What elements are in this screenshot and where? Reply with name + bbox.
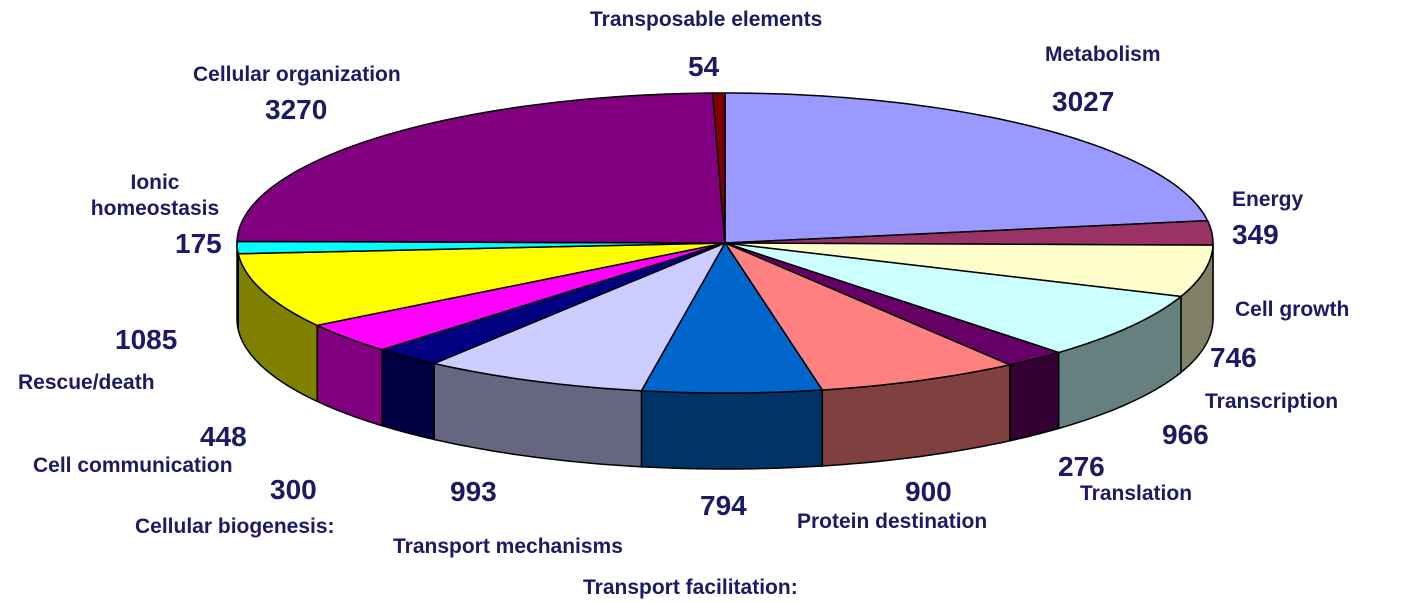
slice — [724, 242, 1214, 298]
category-label: Rescue/death — [18, 371, 155, 394]
category-label: Transposable elements — [590, 8, 823, 31]
value-label: 3270 — [265, 94, 328, 125]
value-label: 54 — [688, 51, 720, 82]
value-label: 794 — [700, 490, 747, 521]
slice-side — [381, 348, 435, 441]
value-label: 300 — [270, 474, 317, 505]
slice — [724, 242, 1062, 366]
slice — [236, 92, 726, 244]
category-label: Cell communication — [33, 454, 233, 477]
value-label: 993 — [450, 476, 497, 507]
slice — [724, 242, 1183, 354]
slice — [724, 219, 1214, 246]
category-label: Translation — [1080, 482, 1193, 505]
slice — [314, 242, 726, 351]
slice — [640, 241, 824, 394]
category-label: Cellular organization — [193, 63, 401, 86]
slice — [237, 242, 726, 327]
slice — [431, 241, 727, 392]
slice — [379, 242, 726, 365]
category-label: Metabolism — [1045, 43, 1161, 66]
slice-side — [640, 389, 824, 470]
value-label: 746 — [1210, 342, 1257, 373]
slice — [711, 92, 726, 244]
value-label: 276 — [1058, 451, 1105, 482]
category-label: Ionic homeostasis — [90, 171, 220, 220]
slice-side — [1009, 351, 1060, 442]
value-label: 448 — [200, 421, 247, 452]
value-label: 349 — [1232, 219, 1279, 250]
category-label: Transport facilitation: — [583, 576, 798, 599]
category-label: Energy — [1232, 188, 1304, 211]
value-label: 900 — [905, 476, 952, 507]
category-label: Transcription — [1205, 390, 1339, 413]
value-label: 3027 — [1052, 86, 1115, 117]
value-label: 175 — [175, 228, 222, 259]
category-label: Cell growth — [1235, 298, 1350, 321]
category-label: Cellular biogenesis: — [135, 515, 335, 538]
category-label: Transport mechanisms — [393, 535, 623, 558]
slice-side — [236, 242, 240, 330]
slice — [724, 92, 1209, 244]
value-label: 1085 — [115, 324, 178, 355]
slice — [722, 241, 1013, 391]
value-label: 966 — [1162, 419, 1209, 450]
category-label: Protein destination — [797, 510, 988, 533]
